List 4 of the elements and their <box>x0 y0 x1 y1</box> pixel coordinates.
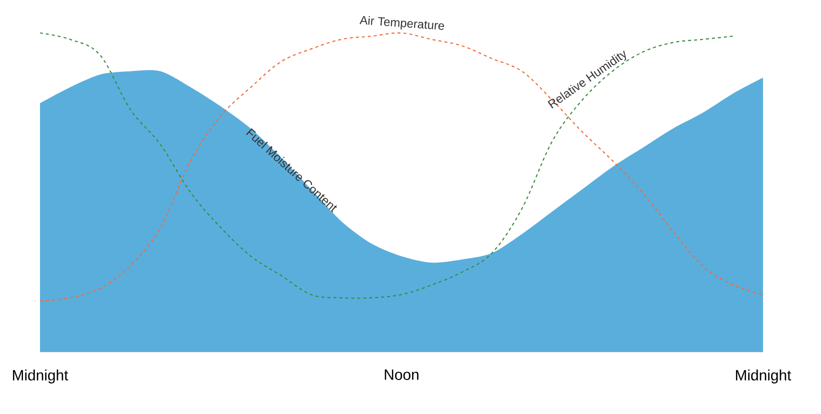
series-label: Air Temperature <box>360 16 444 30</box>
x-tick-label: Midnight <box>12 370 68 384</box>
x-tick-label: Midnight <box>736 370 792 384</box>
x-tick-label: Noon <box>384 370 418 380</box>
